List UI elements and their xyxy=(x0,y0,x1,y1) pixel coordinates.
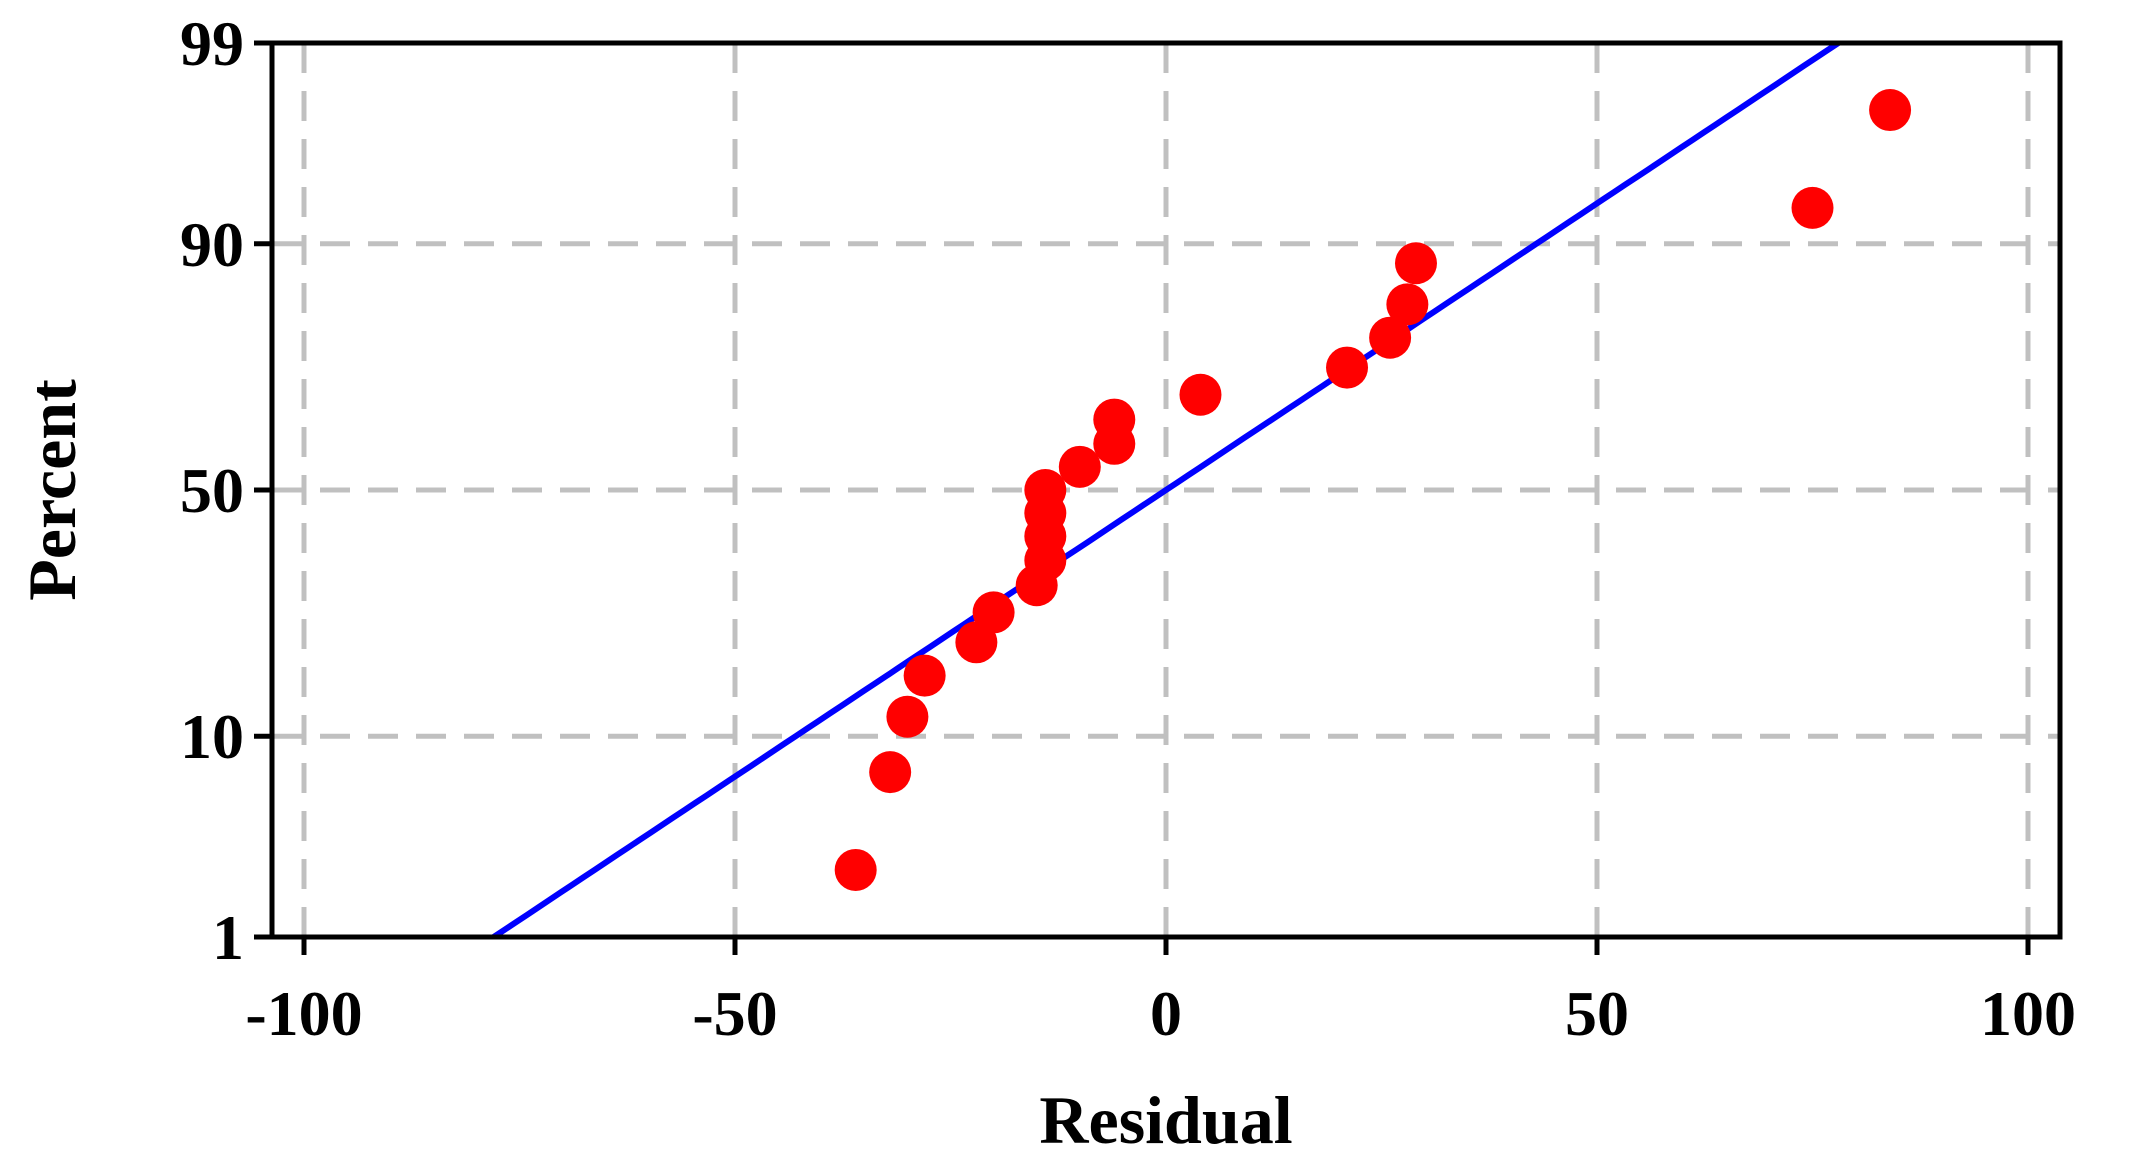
x-tick-label: 50 xyxy=(1565,978,1629,1049)
data-point xyxy=(903,654,946,697)
data-point xyxy=(834,848,877,891)
data-point xyxy=(1394,242,1437,285)
data-point xyxy=(1024,469,1067,511)
data-point xyxy=(1179,373,1222,416)
data-point xyxy=(886,695,929,738)
data-point xyxy=(1326,346,1369,389)
data-point xyxy=(1369,316,1412,359)
y-axis-title: Percent xyxy=(14,379,90,601)
x-tick-label: -50 xyxy=(692,978,777,1049)
y-tick-label: 99 xyxy=(180,8,244,79)
data-point xyxy=(1058,445,1101,488)
x-tick-label: -100 xyxy=(245,978,362,1049)
fit-line xyxy=(491,40,1841,940)
x-axis-title: Residual xyxy=(1039,1082,1292,1158)
x-tick-label: 0 xyxy=(1150,978,1182,1049)
data-point xyxy=(972,591,1015,634)
data-point xyxy=(1869,89,1912,132)
y-tick-label: 90 xyxy=(180,209,244,280)
data-point xyxy=(1386,283,1429,326)
fit-line-group xyxy=(491,40,1841,940)
x-tick-label: 100 xyxy=(1980,978,2076,1049)
y-tick-label: 50 xyxy=(180,455,244,526)
data-points xyxy=(834,89,1912,891)
data-point xyxy=(869,751,912,794)
x-axis-ticks: -100 -50 0 50 100 xyxy=(245,937,2076,1049)
y-tick-label: 1 xyxy=(212,902,244,973)
y-axis-ticks: 1 10 50 90 99 xyxy=(180,8,272,973)
y-tick-label: 10 xyxy=(180,701,244,772)
data-point xyxy=(1791,186,1834,229)
data-point xyxy=(1093,398,1136,441)
